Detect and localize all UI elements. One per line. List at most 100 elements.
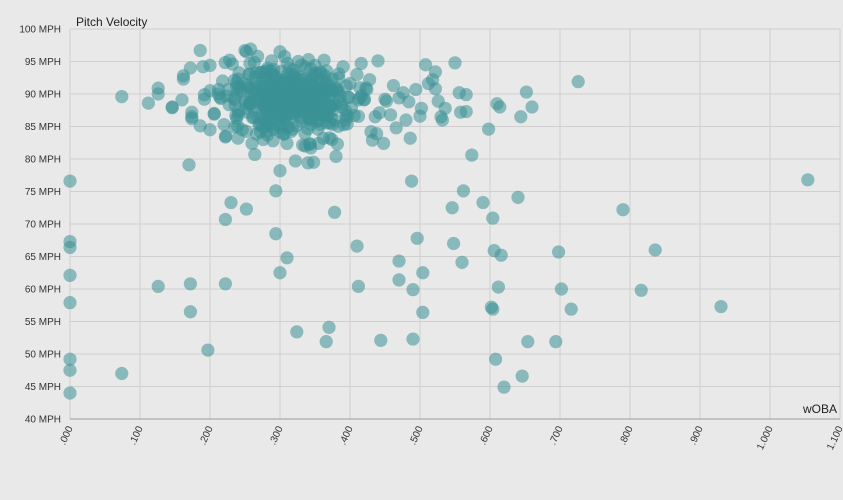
data-point xyxy=(288,154,302,168)
data-point xyxy=(63,352,77,366)
data-point xyxy=(63,363,77,377)
data-point xyxy=(554,282,569,296)
data-point xyxy=(228,120,242,134)
data-point xyxy=(402,95,416,109)
x-tick-label: .200 xyxy=(198,424,216,447)
data-point xyxy=(714,299,728,314)
data-point xyxy=(489,352,503,366)
data-point xyxy=(239,202,253,216)
data-point xyxy=(648,243,662,257)
data-point xyxy=(296,138,310,152)
data-point xyxy=(482,122,496,136)
data-point xyxy=(229,108,243,123)
data-point xyxy=(307,155,321,169)
y-tick-label: 45 MPH xyxy=(25,382,61,393)
data-point xyxy=(219,129,233,143)
data-point xyxy=(494,248,508,262)
data-point xyxy=(521,335,535,349)
data-point xyxy=(519,85,534,99)
data-point xyxy=(63,268,77,282)
data-point xyxy=(372,106,386,120)
data-point xyxy=(552,245,566,259)
data-point xyxy=(351,279,365,293)
data-point xyxy=(243,56,257,71)
y-tick-label: 70 MPH xyxy=(25,220,61,231)
x-tick-label: .900 xyxy=(688,424,706,447)
data-point xyxy=(384,108,398,122)
data-point xyxy=(377,136,391,150)
data-point xyxy=(486,211,500,225)
data-point xyxy=(386,78,400,93)
data-point xyxy=(201,343,215,357)
data-point xyxy=(259,106,273,120)
x-tick-label: .400 xyxy=(338,424,356,447)
data-point xyxy=(357,92,372,106)
data-point xyxy=(203,58,217,72)
data-point xyxy=(403,131,417,145)
data-point xyxy=(409,82,423,97)
data-point xyxy=(63,240,77,254)
data-point xyxy=(322,131,337,145)
y-tick-label: 60 MPH xyxy=(25,285,61,296)
data-point xyxy=(280,251,294,265)
data-point xyxy=(338,103,352,117)
data-point xyxy=(218,55,232,70)
data-point xyxy=(278,49,292,64)
data-point xyxy=(459,88,473,102)
data-point xyxy=(371,54,385,68)
x-tick-label: 1.100 xyxy=(825,424,843,452)
x-tick-label: .000 xyxy=(58,424,76,447)
x-tick-label: .500 xyxy=(408,424,426,447)
data-point xyxy=(399,113,413,127)
data-point xyxy=(266,134,280,148)
data-point xyxy=(448,56,462,70)
data-point xyxy=(331,83,345,98)
x-tick-label: .600 xyxy=(478,424,496,447)
y-tick-label: 90 MPH xyxy=(25,90,61,101)
data-point xyxy=(280,68,294,82)
y-axis-title: Pitch Velocity xyxy=(76,15,147,29)
data-point xyxy=(273,164,287,178)
data-point xyxy=(392,273,406,287)
y-tick-label: 80 MPH xyxy=(25,155,61,166)
data-point xyxy=(351,109,366,123)
data-points xyxy=(63,42,815,400)
data-point xyxy=(459,104,473,119)
data-point xyxy=(256,120,270,134)
data-point xyxy=(151,279,165,293)
data-point xyxy=(269,184,283,198)
x-tick-label: .800 xyxy=(618,424,636,447)
data-point xyxy=(406,283,420,297)
x-tick-label: .300 xyxy=(268,424,286,447)
data-point xyxy=(571,75,585,89)
data-point xyxy=(497,380,511,394)
data-point xyxy=(350,67,364,82)
data-point xyxy=(328,205,342,219)
data-point xyxy=(207,107,221,121)
data-point xyxy=(305,105,319,119)
data-point xyxy=(564,302,578,316)
data-point xyxy=(406,332,420,346)
grid xyxy=(69,28,841,420)
data-point xyxy=(248,147,262,162)
data-point xyxy=(325,99,339,113)
data-point xyxy=(493,100,507,114)
y-tick-label: 100 MPH xyxy=(19,25,61,36)
data-point xyxy=(273,89,287,104)
y-tick-label: 55 MPH xyxy=(25,317,61,328)
data-point xyxy=(193,43,207,58)
data-point xyxy=(214,91,228,105)
data-point xyxy=(311,136,326,150)
data-point xyxy=(115,90,129,104)
y-tick-label: 75 MPH xyxy=(25,187,61,198)
x-tick-label: 1.000 xyxy=(755,424,776,452)
data-point xyxy=(416,266,430,280)
y-tick-label: 50 MPH xyxy=(25,350,61,361)
data-point xyxy=(350,239,364,253)
data-point xyxy=(183,277,197,291)
data-point xyxy=(312,75,326,89)
data-point xyxy=(491,280,505,294)
data-point xyxy=(239,124,253,138)
y-tick-label: 65 MPH xyxy=(25,252,61,263)
data-point xyxy=(616,203,630,217)
